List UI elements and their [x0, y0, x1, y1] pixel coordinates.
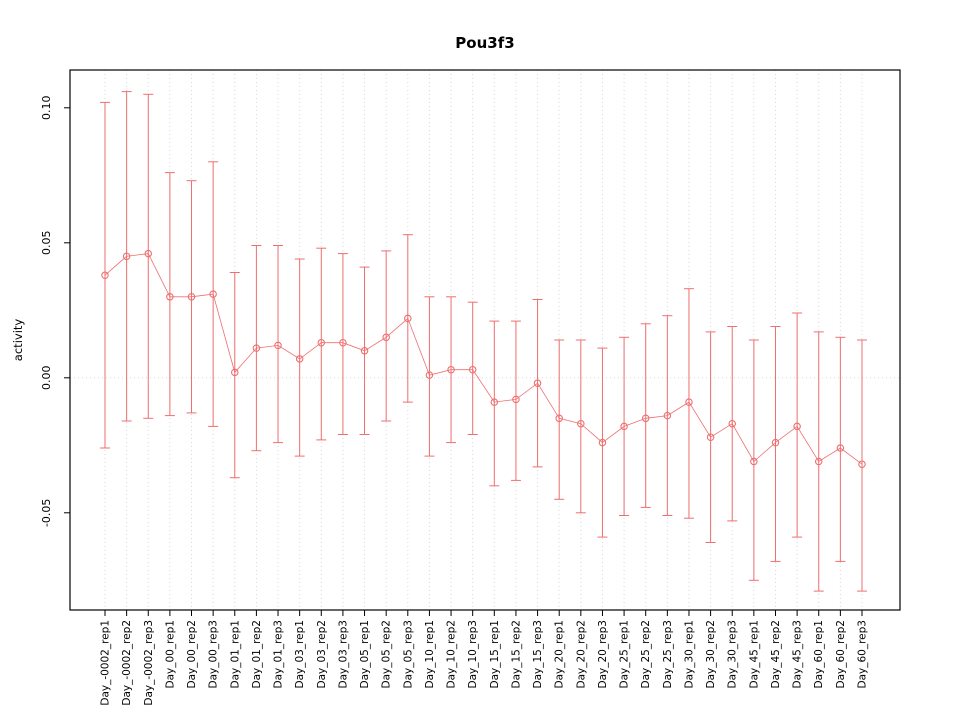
data-point: [360, 347, 369, 355]
x-tick-label: Day_45_rep1: [748, 620, 760, 689]
y-tick-label: 0.00: [40, 366, 53, 391]
data-point: [425, 371, 434, 379]
data-point: [512, 395, 520, 404]
x-tick-label: Day_00_rep1: [164, 620, 176, 689]
x-tick-label: Day_05_rep2: [381, 620, 393, 689]
x-tick-label: Day_20_rep3: [597, 620, 609, 689]
x-tick-label: Day_45_rep2: [770, 620, 782, 689]
x-tick-label: Day_60_rep3: [857, 620, 869, 689]
series-line: [104, 253, 863, 465]
data-point: [490, 398, 499, 406]
x-tick-label: Day_03_rep2: [316, 620, 328, 689]
x-tick-label: Day_25_rep2: [640, 620, 652, 689]
x-tick-label: Day_45_rep3: [792, 620, 804, 689]
data-point: [209, 290, 217, 298]
x-tick-label: Day_10_rep1: [424, 620, 436, 689]
data-point: [641, 414, 650, 423]
data-point: [858, 460, 866, 468]
x-tick-label: Day_05_rep3: [402, 620, 414, 689]
data-point: [382, 333, 390, 342]
data-point: [750, 457, 758, 466]
x-tick-label: Day_20_rep2: [575, 620, 587, 689]
data-point: [404, 314, 412, 323]
x-tick-label: Day_10_rep2: [446, 620, 458, 689]
x-tick-label: Day_00_rep2: [186, 620, 198, 689]
x-tick-label: Day_25_rep3: [662, 620, 674, 689]
data-point: [728, 419, 736, 428]
x-tick-label: Day_15_rep1: [489, 620, 501, 689]
data-point: [706, 433, 715, 441]
data-point: [122, 252, 131, 261]
data-point: [295, 355, 304, 363]
x-tick-label: Day_01_rep3: [273, 620, 285, 689]
y-tick-label: 0.05: [40, 231, 53, 256]
y-tick-label: -0.05: [40, 499, 53, 527]
x-tick-label: Day_03_rep1: [294, 620, 306, 689]
data-point: [317, 338, 326, 347]
x-tick-label: Day_03_rep3: [337, 620, 349, 689]
data-point: [274, 341, 282, 350]
x-tick-label: Day_00_rep3: [208, 620, 220, 689]
x-tick-label: Day_01_rep1: [229, 620, 241, 689]
y-tick-label: 0.10: [40, 96, 53, 121]
x-tick-label: Day_01_rep2: [251, 620, 263, 689]
data-point: [663, 411, 672, 420]
data-point: [577, 419, 585, 428]
x-tick-label: Day_-0002_rep1: [100, 620, 112, 706]
data-point: [187, 293, 196, 301]
data-point: [685, 398, 693, 406]
x-tick-label: Day_05_rep1: [359, 620, 371, 689]
data-point: [252, 344, 261, 352]
plot-border: [69, 69, 901, 611]
data-point: [447, 365, 455, 374]
data-point: [620, 422, 628, 431]
data-point: [814, 457, 823, 466]
data-point: [166, 293, 174, 301]
x-tick-label: Day_-0002_rep3: [143, 620, 155, 706]
x-tick-label: Day_60_rep2: [835, 620, 847, 689]
data-point: [836, 444, 845, 452]
data-point: [555, 414, 563, 423]
y-axis-label: activity: [11, 319, 25, 362]
data-point: [533, 379, 542, 387]
data-point: [793, 422, 801, 431]
data-point: [771, 438, 780, 447]
x-tick-label: Day_60_rep1: [813, 620, 825, 689]
x-tick-label: Day_10_rep3: [467, 620, 479, 689]
data-point: [598, 438, 607, 447]
data-point: [144, 249, 153, 258]
x-tick-label: Day_-0002_rep2: [121, 620, 133, 706]
data-point: [101, 271, 109, 279]
chart-title: Pou3f3: [455, 34, 515, 52]
x-tick-label: Day_30_rep2: [705, 620, 717, 689]
data-point: [339, 338, 347, 347]
x-tick-label: Day_15_rep2: [510, 620, 522, 689]
x-tick-label: Day_20_rep1: [554, 620, 566, 689]
data-point: [468, 365, 477, 374]
x-tick-label: Day_15_rep3: [532, 620, 544, 689]
x-tick-label: Day_25_rep1: [619, 620, 631, 689]
data-point: [231, 368, 239, 377]
x-tick-label: Day_30_rep3: [727, 620, 739, 689]
x-tick-label: Day_30_rep1: [683, 620, 695, 689]
